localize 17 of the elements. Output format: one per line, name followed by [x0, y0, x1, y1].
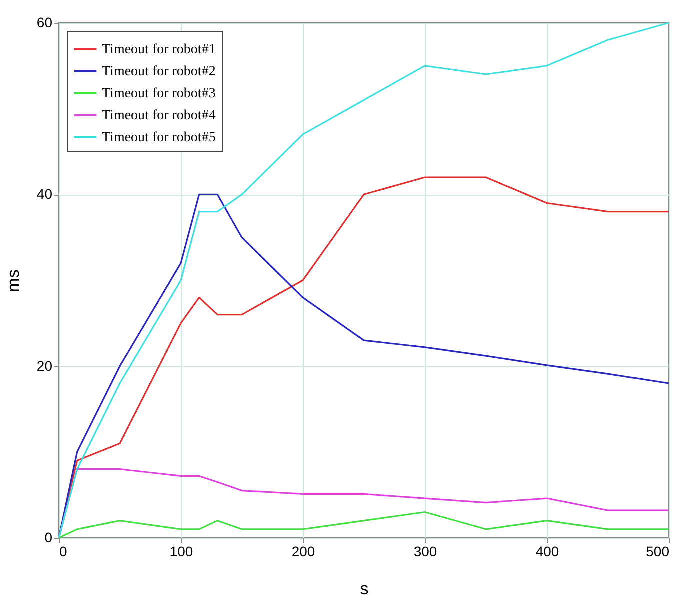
y-axis-title: ms [4, 270, 23, 292]
x-tick-label: 300 [414, 544, 438, 560]
x-tick-label: 200 [292, 544, 316, 560]
x-tick-label: 500 [646, 544, 670, 560]
legend-label: Timeout for robot#1 [102, 42, 216, 58]
legend-label: Timeout for robot#2 [102, 64, 216, 80]
legend-label: Timeout for robot#4 [102, 108, 216, 124]
y-tick-label: 20 [36, 358, 53, 374]
legend-label: Timeout for robot#3 [102, 86, 216, 102]
y-tick-label: 0 [44, 530, 53, 546]
x-tick-label: 100 [170, 544, 194, 560]
x-tick-label: 0 [60, 544, 68, 560]
x-axis-title: s [360, 580, 369, 595]
legend-label: Timeout for robot#5 [102, 130, 216, 146]
y-tick-label: 60 [36, 14, 53, 30]
y-tick-label: 40 [36, 186, 53, 202]
x-tick-label: 400 [536, 544, 560, 560]
